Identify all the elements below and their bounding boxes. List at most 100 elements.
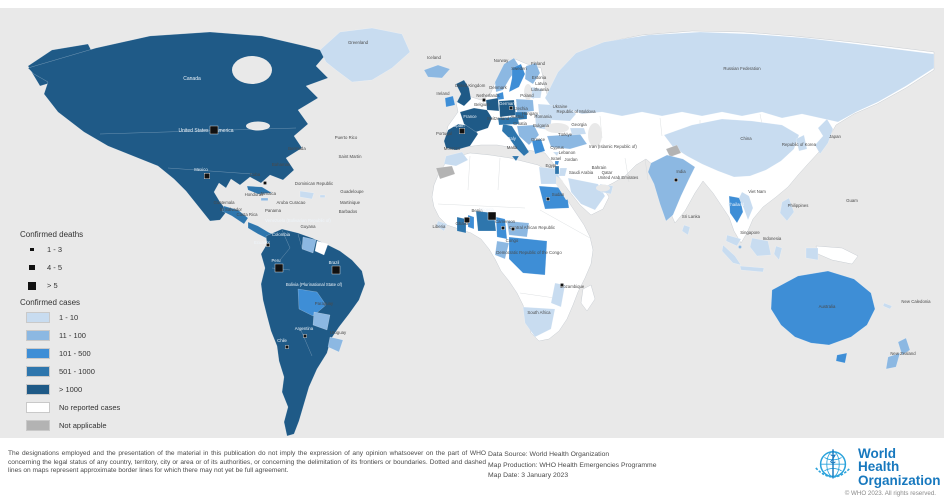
country-label: Italy bbox=[508, 136, 517, 141]
region-western-sahara bbox=[435, 165, 456, 180]
country-new-caledonia bbox=[882, 302, 893, 310]
region-jammu-kashmir bbox=[665, 144, 682, 158]
country-label: Mozambique bbox=[560, 284, 585, 289]
country-congo bbox=[494, 240, 510, 260]
country-label: France bbox=[463, 114, 477, 119]
country-philippines bbox=[779, 197, 795, 222]
legend-label: 101 - 500 bbox=[59, 349, 91, 358]
country-label: Greece bbox=[531, 137, 546, 142]
country-malaysia bbox=[725, 234, 742, 247]
country-label: Cyprus bbox=[550, 145, 564, 150]
country-south-africa bbox=[522, 306, 556, 338]
legend-label: 1 - 3 bbox=[47, 245, 63, 254]
country-label: Ukraine bbox=[553, 104, 568, 109]
country-label: Puerto Rico bbox=[335, 135, 358, 140]
map-date-line: Map Date: 3 January 2023 bbox=[488, 472, 569, 479]
country-uruguay bbox=[327, 336, 344, 353]
country-label: Norway bbox=[494, 58, 509, 63]
caspian-sea bbox=[588, 123, 602, 147]
country-label: New Caledonia bbox=[901, 299, 931, 304]
disclaimer-text: The designations employed and the presen… bbox=[8, 450, 486, 474]
country-label: Bulgaria bbox=[533, 123, 549, 128]
country-label: Sri Lanka bbox=[682, 214, 701, 219]
country-label: El Salvador bbox=[220, 207, 243, 212]
country-madagascar bbox=[580, 284, 596, 312]
country-label: Germany bbox=[499, 101, 518, 106]
country-label: Bolivia (Plurinational State of) bbox=[286, 282, 343, 287]
country-iberia bbox=[443, 123, 479, 151]
country-label: Republic of Moldova bbox=[557, 109, 597, 114]
country-australia bbox=[770, 270, 876, 364]
country-label: Venezuela (Bolivarian Republic of) bbox=[265, 218, 331, 223]
legend-label: 1 - 10 bbox=[59, 313, 79, 322]
country-label: Guadeloupe bbox=[340, 189, 364, 194]
country-jordan bbox=[558, 167, 568, 177]
country-label: Benin bbox=[472, 208, 484, 213]
country-label: Liberia bbox=[433, 224, 447, 229]
country-hispaniola bbox=[299, 190, 315, 200]
country-label: Romania bbox=[534, 114, 552, 119]
country-label: Austria bbox=[510, 114, 524, 119]
country-ireland bbox=[444, 95, 456, 108]
deaths-legend-row: 4 - 5 bbox=[26, 262, 166, 273]
legend-label: Not applicable bbox=[59, 421, 107, 430]
who-logo-text: World Health Organization bbox=[858, 447, 941, 488]
country-label: Nigeria bbox=[480, 207, 494, 212]
death-markers bbox=[204, 98, 678, 349]
country-label: Iceland bbox=[427, 55, 441, 60]
country-paraguay bbox=[312, 311, 331, 331]
country-label: United States of America bbox=[178, 128, 233, 134]
case-color-swatch bbox=[26, 420, 50, 431]
death-marker bbox=[509, 106, 513, 110]
country-label: Indonesia bbox=[763, 236, 782, 241]
country-label: India bbox=[676, 169, 686, 174]
case-color-swatch bbox=[26, 312, 50, 323]
country-korea bbox=[795, 134, 808, 152]
death-size-swatch bbox=[26, 247, 38, 252]
country-label: United Kingdom bbox=[455, 83, 486, 88]
country-label: Cameroon bbox=[495, 219, 516, 224]
hudson-bay bbox=[232, 56, 272, 84]
country-label: South Africa bbox=[527, 310, 551, 315]
country-label: Bahamas bbox=[272, 162, 290, 167]
country-label: Iran (Islamic Republic of) bbox=[589, 144, 637, 149]
country-italy bbox=[501, 123, 530, 162]
legend-label: 4 - 5 bbox=[47, 263, 63, 272]
country-bolivia bbox=[297, 288, 327, 317]
cases-legend-row: Not applicable bbox=[26, 420, 166, 431]
death-marker bbox=[204, 173, 210, 179]
country-drc bbox=[508, 236, 548, 276]
border-lines-asia bbox=[599, 113, 763, 183]
country-label: Czechia bbox=[512, 106, 528, 111]
copyright-text: © WHO 2023. All rights reserved. bbox=[844, 490, 936, 497]
country-label: Peru bbox=[271, 258, 281, 263]
map-metadata: Data Source: World Health Organization M… bbox=[488, 450, 788, 482]
country-label: Netherlands bbox=[476, 93, 499, 98]
cases-legend-title: Confirmed cases bbox=[20, 298, 81, 307]
country-benelux bbox=[485, 97, 500, 112]
deaths-legend-title: Confirmed deaths bbox=[20, 230, 84, 239]
country-label: Bahrain bbox=[592, 165, 607, 170]
death-marker bbox=[464, 217, 470, 223]
country-label: Spain bbox=[454, 123, 466, 128]
cases-legend-row: 1 - 10 bbox=[26, 312, 166, 323]
country-label: Republic of Korea bbox=[782, 142, 817, 147]
country-suriname bbox=[314, 240, 329, 256]
country-label: Panama bbox=[265, 208, 282, 213]
country-label: Barbados bbox=[339, 209, 357, 214]
country-label: Mexico bbox=[194, 167, 208, 172]
legend-label: > 5 bbox=[47, 281, 58, 290]
country-label: Ireland bbox=[436, 91, 450, 96]
black-sea bbox=[545, 123, 569, 133]
case-color-swatch bbox=[26, 402, 50, 413]
country-label: Aruba Curacao bbox=[277, 200, 307, 205]
country-russia bbox=[544, 31, 935, 123]
who-logo: World Health Organization © WHO 2023. Al… bbox=[812, 446, 941, 497]
country-cyprus bbox=[552, 151, 560, 157]
country-label: Japan bbox=[829, 134, 841, 139]
map-footer: The designations employed and the presen… bbox=[0, 444, 944, 504]
country-label: United Arab Emirates bbox=[598, 175, 639, 180]
country-label: Brazil bbox=[329, 260, 340, 265]
country-label: Democratic Republic of the Congo bbox=[496, 250, 562, 255]
death-size-swatch bbox=[26, 264, 38, 271]
